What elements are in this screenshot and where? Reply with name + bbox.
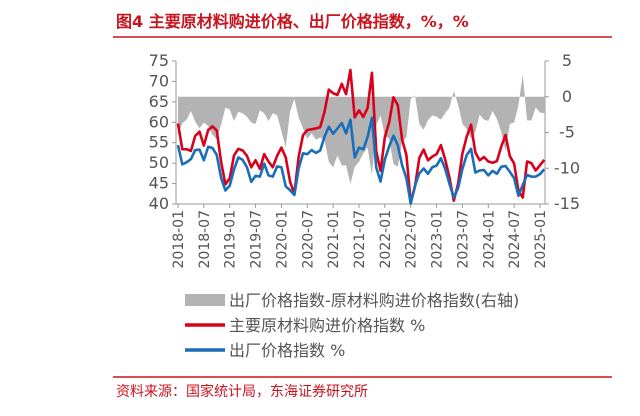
legend-label: 出厂价格指数 % xyxy=(229,341,345,360)
y-tick-label: 60 xyxy=(149,112,169,131)
y2-tick-label: -5 xyxy=(559,123,575,142)
y2-tick-label: 5 xyxy=(562,51,572,70)
x-tick-label: 2024-07 xyxy=(507,210,523,269)
x-tick-label: 2025-01 xyxy=(533,210,549,269)
y2-tick-label: -15 xyxy=(554,194,580,213)
y-tick-label: 40 xyxy=(149,194,169,213)
x-tick-label: 2021-01 xyxy=(326,210,342,269)
x-tick-label: 2018-01 xyxy=(171,210,187,269)
x-tick-label: 2022-07 xyxy=(404,210,420,269)
x-tick-label: 2019-07 xyxy=(249,210,265,269)
y-tick-label: 70 xyxy=(149,71,169,90)
y-tick-label: 45 xyxy=(149,174,169,193)
y2-tick-label: -10 xyxy=(554,158,580,177)
chart-title: 图4 主要原材料购进价格、出厂价格指数，%，% xyxy=(116,12,469,31)
legend-label: 主要原材料购进价格指数 % xyxy=(229,316,425,335)
y2-tick-label: 0 xyxy=(562,87,572,106)
y-tick-label: 55 xyxy=(149,133,169,152)
x-tick-label: 2023-01 xyxy=(430,210,446,269)
diff-area xyxy=(178,74,545,184)
series-line xyxy=(176,116,546,205)
x-tick-label: 2021-07 xyxy=(352,210,368,269)
x-tick-label: 2023-07 xyxy=(455,210,471,269)
x-tick-label: 2020-07 xyxy=(300,210,316,269)
x-tick-label: 2022-01 xyxy=(378,210,394,269)
x-tick-label: 2024-01 xyxy=(481,210,497,269)
y-tick-label: 75 xyxy=(149,51,169,70)
x-tick-label: 2018-07 xyxy=(197,210,213,269)
y-tick-label: 50 xyxy=(149,153,169,172)
y-tick-label: 65 xyxy=(149,92,169,111)
legend-label: 出厂价格指数-原材料购进价格指数(右轴) xyxy=(229,291,519,310)
x-tick-label: 2020-01 xyxy=(274,210,290,269)
legend-swatch xyxy=(185,294,225,306)
source: 资料来源：国家统计局，东海证券研究所 xyxy=(116,383,368,400)
series-line xyxy=(176,68,546,204)
x-tick-label: 2019-01 xyxy=(223,210,239,269)
